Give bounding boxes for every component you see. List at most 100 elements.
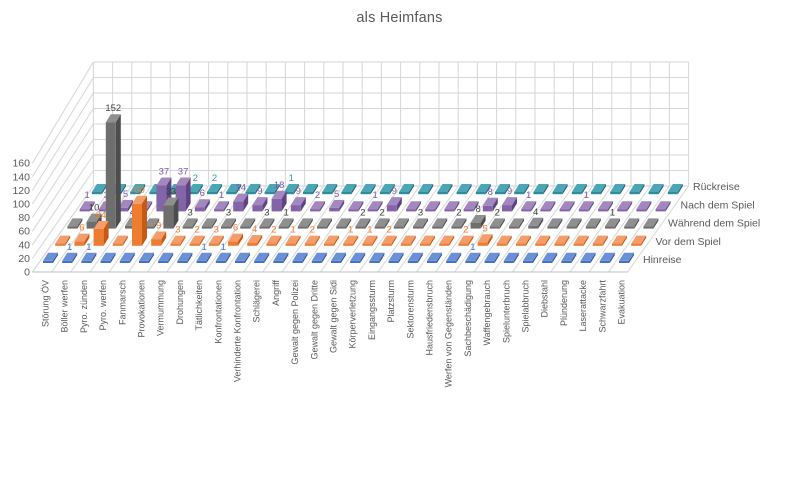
bar-side-face[interactable] <box>103 221 109 246</box>
bar-29-Nach dem Spiel[interactable] <box>617 209 628 212</box>
bar-20-Hinreise[interactable] <box>407 260 418 263</box>
bar-4-Vor dem Spiel[interactable] <box>112 243 123 246</box>
series-label-5[interactable]: Rückreise <box>693 181 740 193</box>
bar-side-face[interactable] <box>615 218 620 229</box>
bar-5-Vor dem Spiel[interactable] <box>132 203 142 246</box>
bar-3-Nach dem Spiel[interactable] <box>118 207 128 212</box>
bar-23-Hinreise[interactable] <box>465 260 476 263</box>
bar-22-Rückreise[interactable] <box>495 192 505 195</box>
bar-27-Hinreise[interactable] <box>542 260 553 263</box>
bar-side-face[interactable] <box>430 235 435 246</box>
bar-side-face[interactable] <box>524 184 530 195</box>
bar-side-face[interactable] <box>398 252 404 263</box>
bar-8-Während dem Spiel[interactable] <box>201 226 212 229</box>
category-label[interactable]: Vermummung <box>156 280 166 336</box>
bar-side-face[interactable] <box>245 252 250 263</box>
category-label[interactable]: Evakuation <box>617 280 627 325</box>
bar-16-Hinreise[interactable] <box>331 260 341 263</box>
bar-30-Rückreise[interactable] <box>648 192 659 195</box>
bar-side-face[interactable] <box>122 235 128 246</box>
bar-side-face[interactable] <box>65 235 71 246</box>
bar-side-face[interactable] <box>236 184 242 195</box>
bar-side-face[interactable] <box>588 201 594 212</box>
bar-9-Während dem Spiel[interactable] <box>221 226 231 229</box>
bar-22-Hinreise[interactable] <box>446 260 457 263</box>
category-label[interactable]: Tätlichkeiten <box>194 280 204 331</box>
bar-side-face[interactable] <box>121 184 126 195</box>
bar-17-Während dem Spiel[interactable] <box>374 226 385 229</box>
bar-top-face[interactable] <box>388 252 404 261</box>
bar-side-face[interactable] <box>110 252 116 263</box>
bar-side-face[interactable] <box>519 218 524 229</box>
bar-side-face[interactable] <box>231 218 236 229</box>
bar-side-face[interactable] <box>300 197 306 212</box>
bar-16-Nach dem Spiel[interactable] <box>367 209 378 212</box>
bar-side-face[interactable] <box>543 184 549 195</box>
bar-21-Nach dem Spiel[interactable] <box>463 209 474 212</box>
bar-26-Während dem Spiel[interactable] <box>547 226 558 229</box>
bar-15-Nach dem Spiel[interactable] <box>348 209 359 212</box>
bar-side-face[interactable] <box>526 235 531 246</box>
bar-8-Nach dem Spiel[interactable] <box>214 209 224 212</box>
bar-top-face[interactable] <box>292 252 308 261</box>
bar-6-Nach dem Spiel[interactable] <box>175 185 186 212</box>
bar-side-face[interactable] <box>281 190 287 212</box>
bar-25-Hinreise[interactable] <box>503 260 514 263</box>
bar-25-Während dem Spiel[interactable] <box>528 225 539 229</box>
bar-top-face[interactable] <box>43 252 58 261</box>
bar-top-face[interactable] <box>446 252 462 261</box>
bar-15-Vor dem Spiel[interactable] <box>324 243 334 246</box>
bar-side-face[interactable] <box>218 235 224 246</box>
bar-side-face[interactable] <box>262 197 268 212</box>
bar-side-face[interactable] <box>185 177 191 212</box>
bar-side-face[interactable] <box>513 252 519 263</box>
bar-side-face[interactable] <box>417 252 423 263</box>
bar-side-face[interactable] <box>410 235 416 246</box>
bar-24-Vor dem Spiel[interactable] <box>496 243 507 246</box>
bar-side-face[interactable] <box>276 235 282 246</box>
bar-side-face[interactable] <box>384 218 390 229</box>
category-label[interactable]: Pyro. zünden <box>79 280 89 333</box>
bar-19-Hinreise[interactable] <box>388 260 399 263</box>
bar-side-face[interactable] <box>320 201 325 212</box>
bar-27-Rückreise[interactable] <box>591 192 601 195</box>
bar-side-face[interactable] <box>140 184 146 195</box>
bar-9-Vor dem Spiel[interactable] <box>208 243 219 246</box>
bar-side-face[interactable] <box>608 201 613 212</box>
bar-side-face[interactable] <box>595 218 601 229</box>
bar-side-face[interactable] <box>360 252 366 263</box>
bar-5-Während dem Spiel[interactable] <box>144 226 155 229</box>
bar-side-face[interactable] <box>91 252 97 263</box>
bar-20-Rückreise[interactable] <box>456 192 467 195</box>
bar-6-Während dem Spiel[interactable] <box>163 205 174 229</box>
bar-12-Hinreise[interactable] <box>254 260 265 263</box>
bar-20-Nach dem Spiel[interactable] <box>444 209 455 212</box>
bar-1-Hinreise[interactable] <box>43 260 53 263</box>
bar-side-face[interactable] <box>250 218 256 229</box>
bar-19-Vor dem Spiel[interactable] <box>400 243 411 246</box>
bar-9-Hinreise[interactable] <box>196 260 207 263</box>
category-label[interactable]: Störung ÖV <box>41 280 51 327</box>
bar-side-face[interactable] <box>473 201 479 212</box>
bar-side-face[interactable] <box>53 252 58 263</box>
bar-28-Während dem Spiel[interactable] <box>585 226 596 229</box>
bar-side-face[interactable] <box>199 235 205 246</box>
bar-27-Nach dem Spiel[interactable] <box>578 209 589 212</box>
bar-side-face[interactable] <box>622 235 627 246</box>
bar-10-Hinreise[interactable] <box>215 260 226 263</box>
bar-18-Vor dem Spiel[interactable] <box>381 243 392 246</box>
bar-top-face[interactable] <box>311 252 327 261</box>
category-label[interactable]: Gewalt gegen Dritte <box>309 280 319 360</box>
bar-side-face[interactable] <box>204 199 210 212</box>
bar-side-face[interactable] <box>206 252 212 263</box>
bar-4-Hinreise[interactable] <box>100 260 111 263</box>
bar-29-Während dem Spiel[interactable] <box>605 226 615 229</box>
bar-18-Hinreise[interactable] <box>369 260 380 263</box>
bar-side-face[interactable] <box>217 184 222 195</box>
bar-top-face[interactable] <box>81 252 97 261</box>
bar-side-face[interactable] <box>283 252 289 263</box>
bar-1-Vor dem Spiel[interactable] <box>55 243 66 246</box>
bar-8-Hinreise[interactable] <box>177 260 188 263</box>
bar-top-face[interactable] <box>619 252 634 261</box>
bar-top-face[interactable] <box>331 252 346 261</box>
